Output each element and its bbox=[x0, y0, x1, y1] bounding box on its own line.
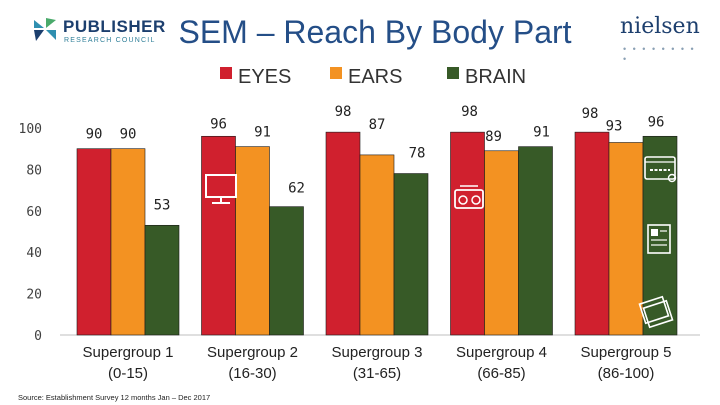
bar-brain-group-1 bbox=[144, 224, 180, 336]
data-label-ears-group-5: 93 bbox=[606, 118, 623, 134]
publisher-research-council-logo: PUBLISHER RESEARCH COUNCIL bbox=[30, 14, 180, 48]
bar-brain-group-2 bbox=[269, 206, 304, 336]
data-label-ears-group-1: 90 bbox=[120, 127, 137, 143]
bar-ears-group-3 bbox=[359, 154, 395, 336]
magazine-icon bbox=[638, 295, 674, 329]
bar-eyes-group-3 bbox=[325, 131, 361, 336]
data-label-brain-group-2: 62 bbox=[288, 181, 305, 197]
category-range-group-1: (0-15) bbox=[108, 365, 148, 382]
y-tick-label: 0 bbox=[34, 329, 42, 344]
y-tick-label: 80 bbox=[26, 163, 42, 178]
bar-eyes-group-1 bbox=[76, 148, 112, 336]
newspaper-icon bbox=[647, 224, 671, 254]
data-label-ears-group-4: 89 bbox=[485, 129, 502, 145]
bar-ears-group-2 bbox=[235, 146, 270, 336]
data-label-eyes-group-4: 98 bbox=[461, 104, 478, 120]
data-label-brain-group-1: 53 bbox=[154, 197, 171, 213]
data-label-ears-group-2: 91 bbox=[254, 125, 271, 141]
logo-left-name: PUBLISHER bbox=[63, 17, 166, 36]
category-range-group-3: (31-65) bbox=[353, 365, 401, 382]
tv-icon bbox=[205, 174, 237, 204]
publisher-logo-icon bbox=[34, 18, 56, 41]
bar-brain-group-3 bbox=[393, 173, 429, 336]
y-tick-label: 100 bbox=[19, 122, 42, 137]
bar-ears-group-5 bbox=[608, 142, 644, 336]
category-label-group-4: Supergroup 4 bbox=[456, 344, 547, 361]
website-icon bbox=[644, 156, 677, 183]
data-label-eyes-group-2: 96 bbox=[210, 116, 227, 132]
logo-right-dots: • • • • • • • • • bbox=[623, 44, 696, 64]
legend-swatch-ears bbox=[330, 67, 342, 79]
source-note: Source: Establishment Survey 12 months J… bbox=[18, 393, 211, 402]
category-label-group-3: Supergroup 3 bbox=[332, 344, 423, 361]
radio-icon bbox=[454, 185, 484, 209]
category-label-group-5: Supergroup 5 bbox=[581, 344, 672, 361]
data-label-eyes-group-3: 98 bbox=[335, 104, 352, 120]
nielsen-logo: nielsen • • • • • • • • • bbox=[620, 14, 700, 64]
bar-eyes-group-5 bbox=[574, 131, 610, 336]
bar-eyes-group-2 bbox=[201, 135, 236, 336]
chart-title: SEM – Reach By Body Part bbox=[178, 14, 572, 50]
bar-brain-group-4 bbox=[518, 146, 553, 336]
category-label-group-1: Supergroup 1 bbox=[83, 344, 174, 361]
category-range-group-4: (66-85) bbox=[477, 365, 525, 382]
y-tick-label: 40 bbox=[26, 246, 42, 261]
logo-right-name: nielsen bbox=[620, 14, 700, 39]
y-tick-label: 20 bbox=[26, 288, 42, 303]
category-label-group-2: Supergroup 2 bbox=[207, 344, 298, 361]
legend-swatch-eyes bbox=[220, 67, 232, 79]
category-range-group-5: (86-100) bbox=[598, 365, 655, 382]
y-tick-label: 60 bbox=[26, 205, 42, 220]
data-label-eyes-group-1: 90 bbox=[86, 127, 103, 143]
legend-label-brain: BRAIN bbox=[465, 66, 526, 88]
legend-label-eyes: EYES bbox=[238, 66, 291, 88]
legend-label-ears: EARS bbox=[348, 66, 402, 88]
data-label-ears-group-3: 87 bbox=[369, 117, 386, 133]
data-label-eyes-group-5: 98 bbox=[582, 106, 599, 122]
data-label-brain-group-4: 91 bbox=[533, 125, 550, 141]
data-label-brain-group-3: 78 bbox=[409, 146, 426, 162]
category-range-group-2: (16-30) bbox=[228, 365, 276, 382]
legend-swatch-brain bbox=[447, 67, 459, 79]
data-label-brain-group-5: 96 bbox=[648, 114, 665, 130]
bar-ears-group-1 bbox=[110, 148, 146, 336]
bar-eyes-group-4 bbox=[450, 131, 485, 336]
logo-left-subtitle: RESEARCH COUNCIL bbox=[64, 37, 156, 44]
bar-ears-group-4 bbox=[484, 150, 519, 336]
